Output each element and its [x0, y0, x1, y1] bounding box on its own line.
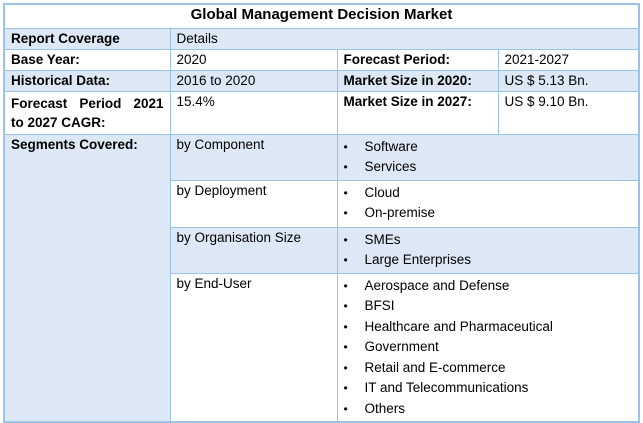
bullet-icon: •: [343, 319, 348, 334]
segment-item-label: Others: [364, 400, 406, 416]
list-item: • SMEs: [344, 230, 633, 251]
bullet-icon: •: [343, 185, 348, 200]
bullet-icon: •: [343, 401, 348, 416]
list-item: • Aerospace and Defense: [344, 276, 633, 297]
segment-item-label: SMEs: [364, 231, 401, 247]
segment-item-label: Government: [364, 339, 439, 354]
segment-item-label: Retail and E-commerce: [364, 359, 506, 375]
forecast-period-label: Forecast Period:: [336, 48, 499, 71]
title-row: Global Management Decision Market: [3, 3, 640, 29]
report-coverage-value: Details: [169, 27, 640, 50]
report-coverage-label: Report Coverage: [3, 27, 171, 50]
historical-data-label: Historical Data:: [3, 69, 171, 92]
historical-data-value: 2016 to 2020: [169, 69, 338, 92]
bullet-icon: •: [343, 340, 348, 354]
bullet-icon: •: [343, 232, 348, 247]
segment-item-label: BFSI: [364, 298, 395, 313]
segment-group-end-user: by End-User: [169, 272, 338, 423]
report-coverage-row: Report Coverage Details: [3, 27, 640, 50]
base-year-row: Base Year: 2020 Forecast Period: 2021-20…: [3, 48, 640, 71]
bullet-icon: •: [343, 360, 348, 375]
cagr-label: Forecast Period 2021 to 2027 CAGR:: [3, 90, 171, 135]
base-year-value: 2020: [169, 48, 338, 71]
cagr-value: 15.4%: [169, 90, 338, 135]
list-item: • Large Enterprises: [344, 250, 633, 271]
list-item: • Software: [344, 137, 633, 158]
segment-group-organisation-size: by Organisation Size: [169, 226, 338, 274]
bullet-icon: •: [343, 381, 348, 395]
segment-row-organisation-size: by Organisation Size • SMEs • Large Enterp…: [4, 226, 640, 274]
segment-item-label: IT and Telecommunications: [364, 380, 529, 395]
list-item: • On-premise: [344, 203, 633, 224]
list-item: • Government: [344, 337, 633, 358]
segment-item-label: Large Enterprises: [364, 252, 472, 267]
bullet-icon: •: [343, 278, 348, 293]
historical-data-row: Historical Data: 2016 to 2020 Market Siz…: [3, 69, 640, 92]
segment-row-end-user: by End-User • Aerospace and Defense • BFSI…: [4, 272, 640, 423]
market-size-2027-value: US $ 9.10 Bn.: [497, 90, 640, 135]
bullet-icon: •: [343, 160, 348, 174]
market-size-2020-label: Market Size in 2020:: [336, 69, 499, 92]
page-title: Global Management Decision Market: [3, 3, 640, 29]
segment-row-component: Segments Covered: by Component • Software…: [3, 133, 640, 423]
segments-covered-label: Segments Covered:: [3, 133, 171, 423]
cagr-label-line2: to 2027 CAGR:: [11, 114, 106, 130]
segment-item-label: Healthcare and Pharmaceutical: [364, 318, 553, 334]
segment-group-component: by Component: [169, 133, 338, 181]
segment-item-label: Cloud: [364, 184, 400, 200]
list-item: • Others: [344, 399, 633, 420]
bullet-icon: •: [343, 206, 348, 220]
segment-item-label: On-premise: [364, 205, 436, 220]
base-year-label: Base Year:: [3, 48, 171, 71]
forecast-period-value: 2021-2027: [497, 48, 640, 71]
cagr-row: Forecast Period 2021 to 2027 CAGR: 15.4%…: [3, 90, 640, 135]
list-item: • Healthcare and Pharmaceutical: [344, 317, 633, 338]
segment-items-organisation-size: • SMEs • Large Enterprises: [336, 226, 640, 274]
cagr-label-line1: Forecast Period 2021: [11, 95, 164, 111]
market-size-2027-label: Market Size in 2027:: [336, 90, 499, 135]
segment-row-deployment: by Deployment • Cloud • On-premise: [4, 179, 640, 228]
segment-items-component: • Software • Services: [336, 133, 640, 181]
market-size-2020-value: US $ 5.13 Bn.: [497, 69, 640, 92]
bullet-icon: •: [343, 139, 348, 154]
segment-group-deployment: by Deployment: [169, 179, 338, 228]
market-report-table: Global Management Decision Market Report…: [3, 3, 640, 423]
bullet-icon: •: [343, 253, 348, 267]
list-item: • Cloud: [344, 183, 633, 204]
list-item: • BFSI: [344, 296, 633, 317]
segment-item-label: Services: [364, 159, 417, 174]
list-item: • Services: [344, 157, 633, 178]
list-item: • IT and Telecommunications: [344, 378, 633, 399]
segment-items-deployment: • Cloud • On-premise: [336, 179, 640, 228]
segment-items-end-user: • Aerospace and Defense • BFSI • Healthcare…: [336, 272, 640, 423]
segment-item-label: Aerospace and Defense: [364, 277, 510, 293]
bullet-icon: •: [343, 299, 348, 313]
segment-item-label: Software: [364, 138, 418, 154]
list-item: • Retail and E-commerce: [344, 358, 633, 379]
